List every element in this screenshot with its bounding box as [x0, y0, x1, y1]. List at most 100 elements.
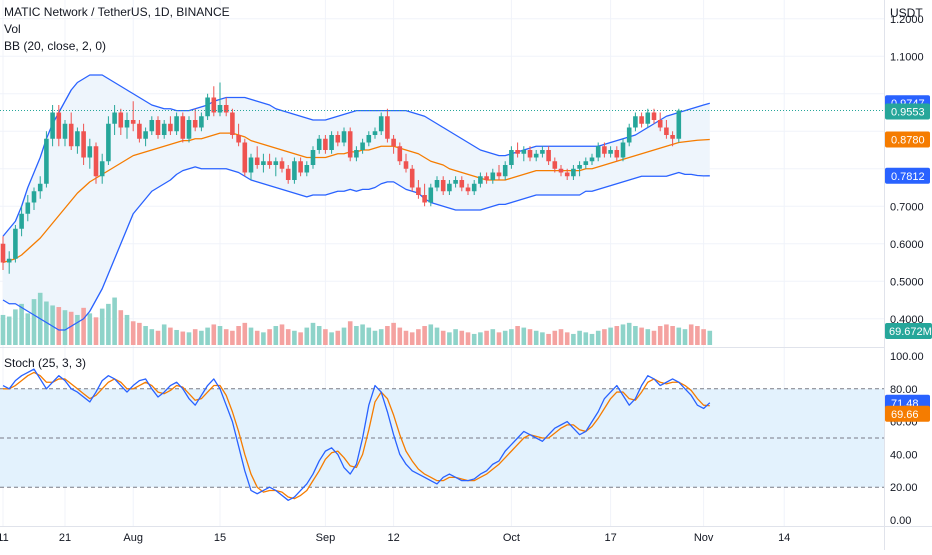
candle-body	[50, 112, 55, 139]
volume-bar	[546, 333, 551, 345]
stochastic-k-line	[2, 368, 711, 501]
volume-bar	[670, 326, 675, 345]
volume-bar	[447, 332, 452, 345]
price-labels: 0.97470.95530.87800.781269.672M71.4869.6…	[885, 95, 932, 422]
volume-bar	[471, 333, 477, 345]
volume-bar	[87, 313, 93, 345]
volume-bar	[633, 326, 638, 345]
candle-body	[502, 165, 508, 177]
candle-body	[484, 176, 489, 180]
volume-bar	[409, 332, 415, 345]
candle-body	[37, 183, 43, 192]
candle-body	[360, 142, 365, 150]
candle-body	[372, 131, 378, 135]
bollinger-fill	[3, 75, 710, 330]
candle-body	[614, 150, 620, 158]
stochastic-indicator-label[interactable]: Stoch (25, 3, 3)	[4, 356, 87, 370]
candle-body	[310, 150, 316, 165]
volume-bar	[75, 314, 80, 345]
volume-bar	[93, 317, 99, 345]
volume-bar	[273, 326, 279, 345]
candle-body	[465, 187, 471, 192]
volume-bar	[490, 329, 496, 345]
candle-body	[645, 112, 651, 124]
volume-bar	[68, 311, 74, 345]
volume-bar	[99, 308, 105, 345]
stochastic-tick-label: 80.00	[890, 384, 918, 396]
candle-body	[267, 161, 272, 165]
price-tick-label: 1.1000	[890, 51, 924, 63]
volume-bar	[279, 324, 285, 345]
candle-body	[323, 138, 328, 150]
price-label-text: 0.9553	[891, 107, 925, 119]
volume-bar	[391, 322, 396, 345]
volume-bar	[223, 329, 229, 345]
candle-body	[664, 127, 669, 135]
volume-bar	[236, 326, 241, 345]
candle-body	[279, 161, 285, 169]
stochastic-tick-label: 0.00	[890, 515, 911, 527]
volume-bar	[676, 327, 682, 345]
candle-body	[75, 131, 80, 147]
volume-bar	[502, 330, 508, 345]
time-tick-label: Aug	[123, 532, 143, 544]
currency-label[interactable]: USDT	[890, 6, 923, 20]
candle-body	[496, 172, 502, 177]
volume-bars	[0, 292, 713, 345]
volume-bar	[484, 330, 489, 345]
volume-bar	[19, 303, 24, 345]
bollinger-indicator-label[interactable]: BB (20, close, 2, 0)	[4, 39, 107, 53]
candle-body	[68, 123, 74, 147]
time-tick-label: Oct	[503, 532, 520, 544]
bollinger-band-fill	[3, 75, 710, 330]
candle-body	[633, 116, 638, 128]
volume-bar	[366, 327, 372, 345]
stoch-d-label-box	[885, 405, 930, 422]
volume-bar	[137, 322, 142, 345]
volume-bar	[688, 324, 694, 345]
volume-bar	[112, 297, 117, 345]
volume-bar	[304, 327, 310, 345]
candle-body	[403, 161, 409, 169]
volume-indicator-label[interactable]: Vol	[4, 22, 21, 36]
candle-body	[533, 153, 539, 158]
candle-body	[298, 161, 303, 173]
volume-bar	[509, 329, 514, 345]
candle-body	[546, 150, 551, 162]
volume-bar	[298, 332, 303, 345]
time-tick-label: 12	[387, 532, 399, 544]
volume-bar	[440, 330, 446, 345]
volume-bar	[254, 330, 260, 345]
volume-bar	[329, 332, 334, 345]
volume-bar	[205, 327, 210, 345]
volume-bar	[465, 332, 471, 345]
candle-body	[93, 146, 99, 177]
volume-bar	[527, 329, 533, 345]
volume-bar	[378, 329, 384, 345]
time-tick-label: 17	[604, 532, 616, 544]
candle-body	[217, 105, 223, 113]
volume-bar	[403, 330, 409, 345]
stochastic-d-line	[3, 371, 710, 500]
price-label-box	[885, 103, 930, 120]
volume-bar	[230, 330, 235, 345]
volume-bar	[360, 324, 365, 345]
volume-bar	[186, 332, 192, 345]
volume-bar	[645, 329, 651, 345]
volume-bar	[81, 307, 86, 345]
stochastic-tick-label: 100.00	[890, 351, 924, 363]
time-tick-label: 21	[59, 532, 71, 544]
volume-bar	[25, 313, 31, 345]
volume-bar	[564, 332, 570, 345]
volume-bar	[657, 326, 663, 345]
volume-bar	[385, 326, 390, 345]
volume-bar	[521, 327, 527, 345]
candle-body	[335, 135, 341, 143]
symbol-title[interactable]: MATIC Network / TetherUS, 1D, BINANCE	[4, 5, 230, 19]
candle-body	[25, 202, 31, 214]
candle-body	[81, 131, 86, 158]
volume-bar	[292, 330, 297, 345]
time-tick-label: Nov	[694, 532, 714, 544]
volume-bar	[323, 329, 328, 345]
